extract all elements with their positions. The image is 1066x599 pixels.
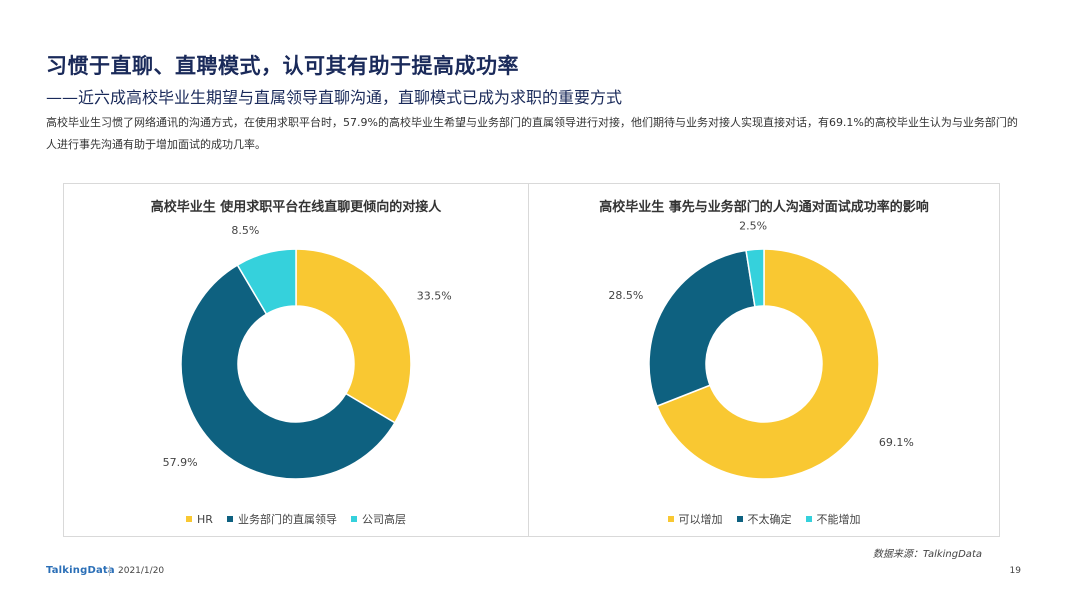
data-label: 57.9% [163,456,198,469]
data-source: 数据来源：TalkingData [872,549,982,560]
donut-slice [648,249,756,408]
data-label: 8.5% [231,224,259,237]
donut-chart-contact-preference: 33.5% 57.9% 8.5% [163,224,452,480]
legend-item: 不太确定 [736,511,792,527]
donut-slice [180,264,396,480]
footer-date: 2021/1/20 [118,566,165,576]
data-label: 2.5% [739,219,767,232]
chart-legend: HR 业务部门的直属领导 公司高层 [64,511,528,527]
chart-title: 高校毕业生 事先与业务部门的人沟通对面试成功率的影响 [599,200,929,215]
data-label: 33.5% [417,289,452,302]
chart-panel-contact-preference: 高校毕业生 使用求职平台在线直聊更倾向的对接人 33.5% 57.9% 8.5% H… [63,183,529,537]
legend-swatch [186,516,193,522]
legend-swatch [226,516,233,522]
legend-item: 业务部门的直属领导 [226,511,337,527]
legend-label: HR [197,512,213,526]
donut-slice [656,248,880,480]
legend-swatch [667,516,674,522]
legend-swatch [736,516,743,522]
donut-slice [745,248,765,308]
chart-panel-interview-success: 高校毕业生 事先与业务部门的人沟通对面试成功率的影响 69.1% 28.5% 2.5… [528,183,1000,537]
legend-label: 可以增加 [678,513,723,526]
data-label: 28.5% [608,289,643,302]
legend-item: 可以增加 [667,511,723,527]
legend-label: 不太确定 [747,513,792,526]
chart-title: 高校毕业生 使用求职平台在线直聊更倾向的对接人 [150,200,442,215]
page-subtitle: ——近六成高校毕业生期望与直属领导直聊沟通，直聊模式已成为求职的重要方式 [46,88,623,107]
legend-item: 公司高层 [350,511,406,527]
donut-slice [295,248,412,424]
chart-legend: 可以增加 不太确定 不能增加 [529,511,999,527]
footer-divider [109,566,110,576]
legend-item: HR [186,511,213,527]
legend-label: 不能增加 [816,513,861,526]
legend-swatch [805,516,812,522]
legend-swatch [350,516,357,522]
legend-label: 业务部门的直属领导 [237,513,337,526]
legend-label: 公司高层 [361,513,406,526]
page-number: 19 [1009,566,1021,576]
page-description: 高校毕业生习惯了网络通讯的沟通方式，在使用求职平台时，57.9%的高校毕业生希望… [46,116,1018,151]
page-title: 习惯于直聊、直聘模式，认可其有助于提高成功率 [46,54,519,78]
legend-item: 不能增加 [805,511,861,527]
talkingdata-logo: TalkingData [46,565,115,576]
donut-slice [236,248,297,316]
donut-chart-interview-success: 69.1% 28.5% 2.5% [608,219,914,480]
data-label: 69.1% [879,436,914,449]
